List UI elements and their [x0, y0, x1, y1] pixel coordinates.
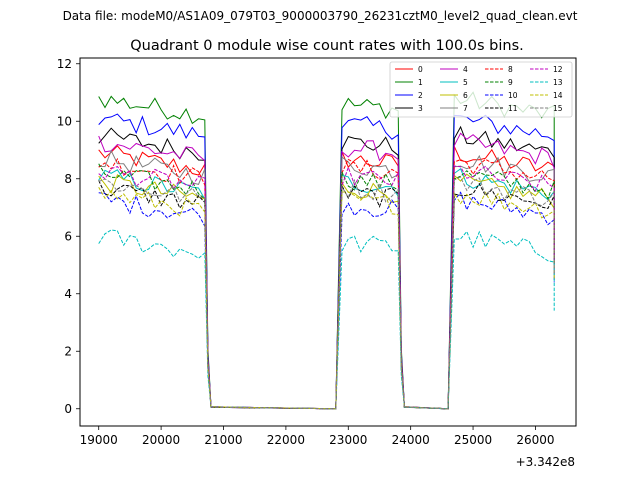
- legend-label: 15: [553, 104, 563, 113]
- x-tick-label: 20000: [142, 433, 180, 447]
- y-tick-label: 12: [57, 57, 72, 71]
- x-tick-label: 21000: [204, 433, 242, 447]
- legend-label: 0: [418, 65, 423, 74]
- legend-label: 2: [418, 91, 423, 100]
- legend-label: 11: [508, 104, 518, 113]
- chart-title: Quadrant 0 module wise count rates with …: [130, 38, 524, 54]
- series-line-13: [98, 229, 555, 410]
- x-tick-label: 25000: [454, 433, 492, 447]
- suptitle: Data file: modeM0/AS1A09_079T03_90000037…: [63, 9, 578, 23]
- legend-frame: [389, 61, 573, 118]
- series-line-10: [98, 191, 555, 410]
- series-line-3: [98, 125, 555, 410]
- x-tick-label: 19000: [80, 433, 118, 447]
- series-line-6: [98, 173, 555, 410]
- legend-label: 3: [418, 104, 423, 113]
- legend-label: 5: [463, 78, 468, 87]
- axes-frame: [79, 57, 577, 427]
- series-line-14: [98, 187, 555, 410]
- series-line-0: [98, 145, 555, 410]
- legend-label: 7: [463, 104, 468, 113]
- series-line-2: [98, 113, 555, 410]
- x-tick-label: 22000: [267, 433, 305, 447]
- legend-label: 6: [463, 91, 468, 100]
- x-tick-label: 24000: [392, 433, 430, 447]
- series-line-15: [98, 176, 555, 410]
- y-axis: 0 2 4 6 8 10 12: [57, 57, 80, 416]
- legend-label: 14: [553, 91, 563, 100]
- legend-label: 1: [418, 78, 423, 87]
- series-line-12: [98, 165, 555, 410]
- x-tick-label: 26000: [516, 433, 554, 447]
- legend-label: 8: [508, 65, 513, 74]
- y-tick-label: 0: [64, 402, 72, 416]
- legend-label: 9: [508, 78, 513, 87]
- x-tick-label: 23000: [329, 433, 367, 447]
- y-tick-label: 10: [57, 114, 72, 128]
- x-offset-label: +3.342e8: [516, 455, 575, 469]
- legend-label: 10: [508, 91, 518, 100]
- y-tick-label: 6: [64, 229, 72, 243]
- y-tick-label: 2: [64, 344, 72, 358]
- legend-label: 12: [553, 65, 563, 74]
- x-axis: 19000 20000 21000 22000 23000 24000 25000 26000: [80, 426, 555, 447]
- y-tick-label: 8: [64, 172, 72, 186]
- series-line-11: [98, 180, 555, 410]
- legend-label: 4: [463, 65, 468, 74]
- series-line-9: [98, 163, 555, 410]
- legend-label: 13: [553, 78, 563, 87]
- series-lines: [98, 91, 555, 410]
- y-tick-label: 4: [64, 287, 72, 301]
- series-line-7: [98, 149, 555, 410]
- series-line-4: [98, 132, 555, 410]
